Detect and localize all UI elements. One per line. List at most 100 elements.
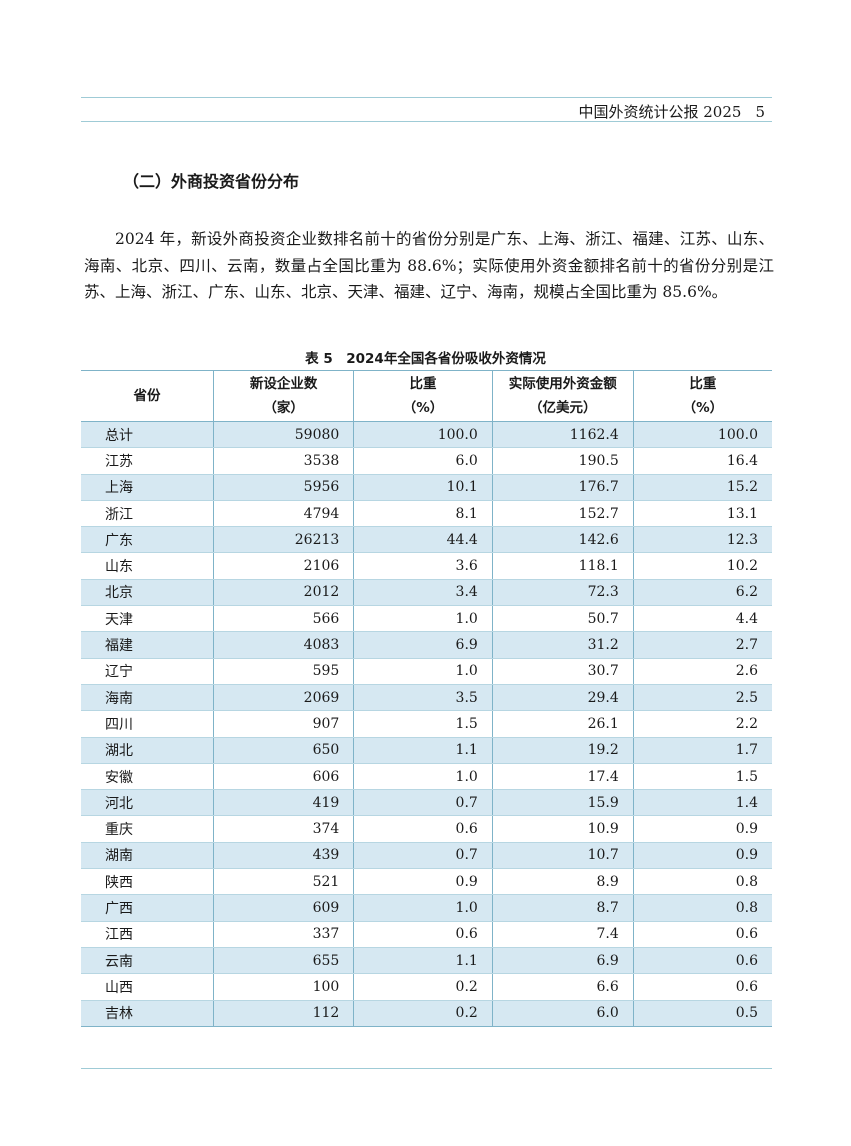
- table-row: 云南 655 1.1 6.9 0.6: [81, 947, 772, 975]
- value-cell: 15.9: [491, 789, 634, 817]
- table-row: 安徽 606 1.0 17.4 1.5: [81, 763, 772, 791]
- column-header-title: 比重: [689, 376, 717, 392]
- province-cell: 福建: [81, 631, 214, 659]
- value-cell: 0.6: [632, 921, 772, 948]
- value-cell: 374: [212, 815, 355, 843]
- running-head-title: 中国外资统计公报 2025: [578, 103, 742, 121]
- value-cell: 72.3: [491, 579, 634, 607]
- value-cell: 6.9: [491, 947, 634, 975]
- value-cell: 1.0: [353, 658, 493, 685]
- province-cell: 辽宁: [81, 658, 214, 685]
- value-cell: 3.4: [353, 579, 493, 607]
- value-cell: 26.1: [491, 710, 634, 738]
- value-cell: 6.6: [491, 973, 634, 1001]
- value-cell: 8.1: [353, 500, 493, 528]
- value-cell: 0.6: [353, 921, 493, 948]
- value-cell: 100.0: [632, 421, 772, 449]
- table-row: 江西 337 0.6 7.4 0.6: [81, 921, 772, 948]
- table-row: 北京 2012 3.4 72.3 6.2: [81, 579, 772, 607]
- page-number: 5: [755, 103, 765, 121]
- value-cell: 0.2: [353, 1000, 493, 1027]
- value-cell: 50.7: [491, 605, 634, 633]
- value-cell: 4.4: [632, 605, 772, 633]
- value-cell: 2069: [212, 684, 355, 712]
- value-cell: 606: [212, 763, 355, 791]
- value-cell: 2.7: [632, 631, 772, 659]
- province-cell: 广西: [81, 894, 214, 922]
- header-rule-bottom: [81, 121, 772, 122]
- value-cell: 650: [212, 737, 355, 764]
- value-cell: 0.6: [632, 947, 772, 975]
- column-header-title: 新设企业数: [249, 376, 318, 392]
- column-header: 省份: [81, 370, 214, 422]
- value-cell: 6.2: [632, 579, 772, 607]
- value-cell: 8.7: [491, 894, 634, 922]
- table-row: 湖南 439 0.7 10.7 0.9: [81, 842, 772, 870]
- province-cell: 陕西: [81, 868, 214, 896]
- province-cell: 浙江: [81, 500, 214, 528]
- value-cell: 6.9: [353, 631, 493, 659]
- table-row: 天津 566 1.0 50.7 4.4: [81, 605, 772, 633]
- value-cell: 1.7: [632, 737, 772, 764]
- body-paragraph: 2024 年，新设外商投资企业数排名前十的省份分别是广东、上海、浙江、福建、江苏…: [84, 230, 774, 301]
- value-cell: 0.9: [632, 815, 772, 843]
- value-cell: 6.0: [491, 1000, 634, 1027]
- value-cell: 3538: [212, 447, 355, 475]
- value-cell: 907: [212, 710, 355, 738]
- value-cell: 10.7: [491, 842, 634, 870]
- column-header-unit: （家）: [263, 400, 304, 416]
- column-header: 新设企业数 （家）: [212, 370, 355, 422]
- value-cell: 609: [212, 894, 355, 922]
- value-cell: 142.6: [491, 526, 634, 554]
- value-cell: 1.0: [353, 894, 493, 922]
- value-cell: 176.7: [491, 474, 634, 501]
- value-cell: 118.1: [491, 552, 634, 580]
- value-cell: 0.2: [353, 973, 493, 1001]
- column-header-unit: （%）: [682, 400, 724, 416]
- column-header: 比重 （%）: [353, 370, 493, 422]
- value-cell: 1.5: [632, 763, 772, 791]
- value-cell: 19.2: [491, 737, 634, 764]
- province-cell: 湖北: [81, 737, 214, 764]
- table-row: 上海 5956 10.1 176.7 15.2: [81, 474, 772, 501]
- value-cell: 10.1: [353, 474, 493, 501]
- value-cell: 3.5: [353, 684, 493, 712]
- table-header-row: 省份 新设企业数 （家） 比重 （%） 实际使用外资金额 （亿美元） 比重 （%）: [81, 370, 772, 422]
- value-cell: 566: [212, 605, 355, 633]
- section-title: （二）外商投资省份分布: [123, 172, 300, 191]
- value-cell: 439: [212, 842, 355, 870]
- value-cell: 100: [212, 973, 355, 1001]
- value-cell: 2106: [212, 552, 355, 580]
- value-cell: 4794: [212, 500, 355, 528]
- value-cell: 8.9: [491, 868, 634, 896]
- value-cell: 1.1: [353, 947, 493, 975]
- value-cell: 13.1: [632, 500, 772, 528]
- province-cell: 湖南: [81, 842, 214, 870]
- value-cell: 655: [212, 947, 355, 975]
- value-cell: 1.4: [632, 789, 772, 817]
- value-cell: 1.5: [353, 710, 493, 738]
- value-cell: 29.4: [491, 684, 634, 712]
- value-cell: 419: [212, 789, 355, 817]
- value-cell: 0.7: [353, 842, 493, 870]
- province-cell: 安徽: [81, 763, 214, 791]
- table-row: 辽宁 595 1.0 30.7 2.6: [81, 658, 772, 685]
- value-cell: 12.3: [632, 526, 772, 554]
- value-cell: 190.5: [491, 447, 634, 475]
- table-row: 山西 100 0.2 6.6 0.6: [81, 973, 772, 1001]
- province-cell: 吉林: [81, 1000, 214, 1027]
- province-cell: 北京: [81, 579, 214, 607]
- value-cell: 30.7: [491, 658, 634, 685]
- value-cell: 10.2: [632, 552, 772, 580]
- column-header: 实际使用外资金额 （亿美元）: [491, 370, 634, 422]
- value-cell: 15.2: [632, 474, 772, 501]
- value-cell: 2.2: [632, 710, 772, 738]
- table-row: 总计 59080 100.0 1162.4 100.0: [81, 421, 772, 449]
- value-cell: 0.9: [353, 868, 493, 896]
- table-row: 四川 907 1.5 26.1 2.2: [81, 710, 772, 738]
- value-cell: 44.4: [353, 526, 493, 554]
- table-row: 吉林 112 0.2 6.0 0.5: [81, 1000, 772, 1027]
- table-row: 陕西 521 0.9 8.9 0.8: [81, 868, 772, 896]
- value-cell: 16.4: [632, 447, 772, 475]
- column-header-title: 省份: [133, 388, 161, 404]
